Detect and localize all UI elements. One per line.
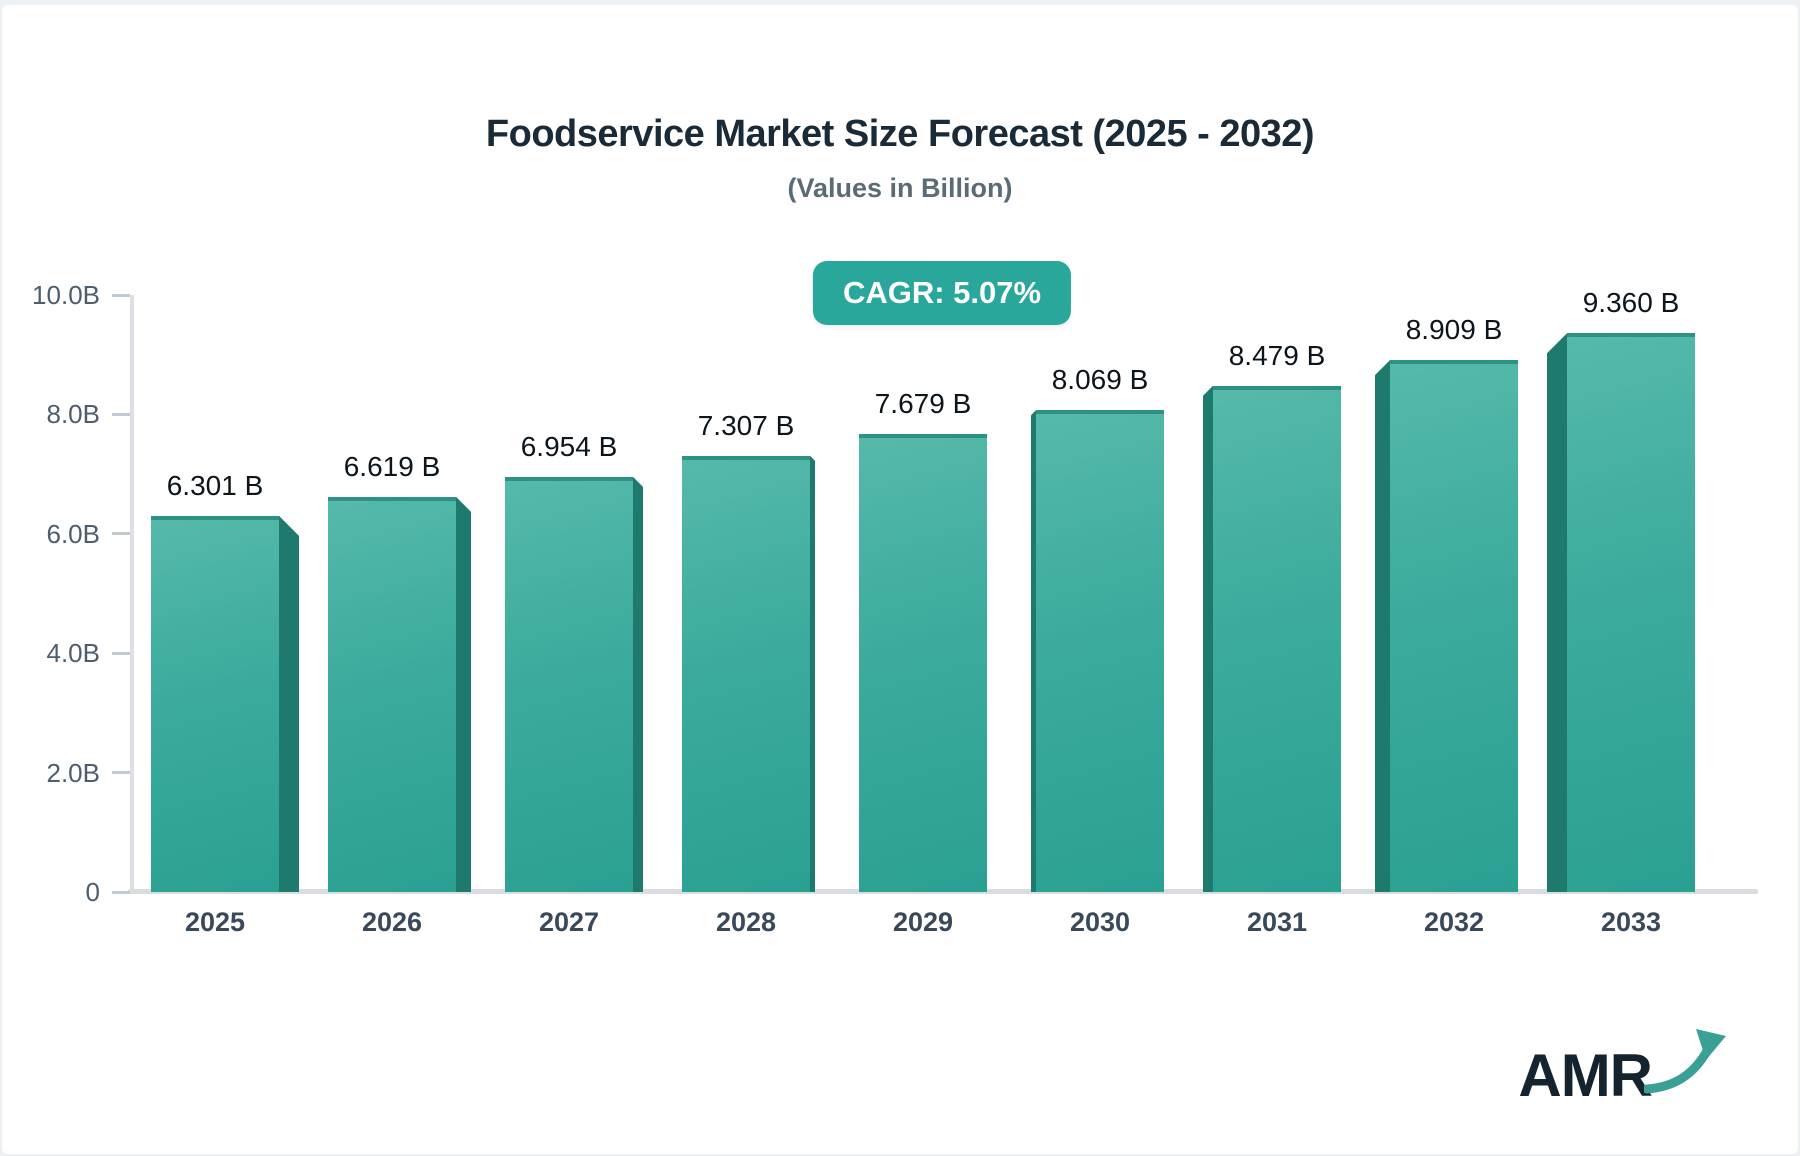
chart-subtitle: (Values in Billion) (787, 173, 1013, 203)
bar-group-2028 (682, 455, 815, 892)
bar-group-2032 (1375, 360, 1518, 892)
bar-face (1390, 360, 1518, 892)
bar-value-label: 8.069 B (1051, 364, 1149, 396)
x-tick-label-2027: 2027 (538, 907, 600, 937)
bar-side-face (279, 515, 299, 892)
bar-value-label: 8.909 B (1405, 314, 1503, 346)
bar-face (505, 476, 633, 892)
bar-face (328, 496, 456, 892)
y-tick-label: 10.0B (32, 280, 100, 310)
bar-face (859, 433, 987, 892)
bar-group-2030 (1031, 410, 1164, 892)
page-title: Foodservice Market Size Forecast (2025 -… (485, 113, 1315, 155)
x-tick-label-2026: 2026 (361, 907, 423, 937)
bar-side-face (456, 496, 471, 892)
bar-face (1567, 333, 1695, 892)
y-axis-line (130, 295, 134, 892)
x-tick-label-2031: 2031 (1246, 907, 1308, 937)
trend-up-arrow-icon (1642, 1027, 1728, 1102)
y-tick-label: 4.0B (46, 638, 101, 669)
x-tick-label-2033: 2033 (1600, 907, 1662, 937)
y-tick-dash (112, 651, 130, 655)
bar-value-label: 9.360 B (1582, 287, 1680, 319)
bar-group-2027 (505, 476, 643, 892)
y-tick-dash (112, 412, 130, 416)
bar-face (151, 515, 279, 892)
bar-group-2026 (328, 496, 471, 892)
bar-side-face (1203, 385, 1213, 892)
amr-logo: AMR (1518, 1027, 1728, 1106)
bar-side-face (1547, 333, 1567, 892)
bar-face (1213, 385, 1341, 892)
cagr-badge: CAGR: 5.07% (812, 261, 1072, 325)
bar-value-label: 6.619 B (343, 450, 441, 482)
bar-value-label: 8.479 B (1228, 339, 1326, 371)
bar-value-label: 7.307 B (697, 409, 795, 441)
bar-face (1036, 410, 1164, 892)
x-tick-label-2032: 2032 (1423, 907, 1485, 937)
bar-group-2031 (1203, 385, 1341, 892)
bar-side-face (810, 455, 815, 892)
bar-group-2025 (151, 515, 299, 892)
bar-group-2033 (1547, 333, 1695, 892)
x-tick-label-2029: 2029 (892, 907, 954, 937)
bar-side-face (633, 476, 643, 892)
bar-value-label: 7.679 B (874, 387, 972, 419)
x-tick-label-2030: 2030 (1069, 907, 1131, 937)
y-tick-dash (112, 293, 130, 297)
x-tick-label-2028: 2028 (715, 907, 777, 937)
bar-group-2029 (859, 433, 987, 892)
x-tick-label-2025: 2025 (184, 907, 246, 937)
bar-value-label: 6.954 B (520, 430, 618, 462)
y-tick-label: 8.0B (46, 399, 101, 430)
y-tick-label: 0 (85, 877, 100, 907)
bar-side-face (1375, 360, 1390, 892)
y-tick-label: 6.0B (46, 518, 101, 549)
y-tick-dash (112, 771, 130, 775)
y-tick-dash (112, 890, 130, 894)
bar-value-label: 6.301 B (166, 469, 264, 501)
y-tick-label: 2.0B (46, 757, 101, 788)
logo-text: AMR (1518, 1042, 1653, 1109)
chart-card: Foodservice Market Size Forecast (2025 -… (2, 5, 1798, 1154)
bar-side-face (1031, 410, 1036, 892)
y-tick-dash (112, 532, 130, 536)
bar-face (682, 455, 810, 892)
